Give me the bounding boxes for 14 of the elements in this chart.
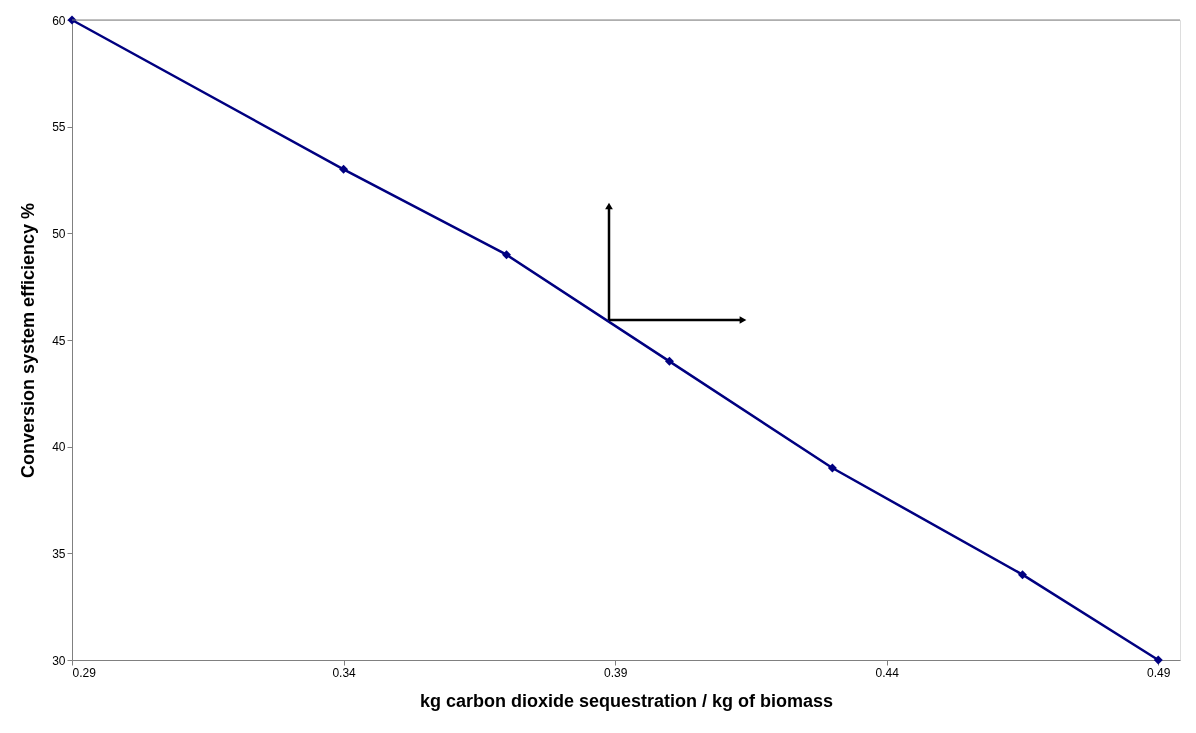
x-tick-label: 0.29 <box>72 665 97 680</box>
x-tick-label: 0.49 <box>1147 665 1171 680</box>
x-tick-label: 0.44 <box>875 665 900 680</box>
y-axis-title: Conversion system efficiency % <box>18 202 39 479</box>
y-tick-label: 55 <box>52 120 66 135</box>
y-tick-label: 45 <box>52 333 66 348</box>
y-tick-label: 30 <box>52 653 66 668</box>
y-tick-label: 35 <box>52 546 66 561</box>
y-tick-label: 60 <box>52 13 66 28</box>
x-tick-label: 0.39 <box>603 665 628 680</box>
y-tick-label: 40 <box>52 440 66 455</box>
x-tick-label: 0.34 <box>332 665 357 680</box>
x-axis-title: kg carbon dioxide sequestration / kg of biomass <box>419 690 834 711</box>
y-tick-label: 50 <box>52 226 66 241</box>
